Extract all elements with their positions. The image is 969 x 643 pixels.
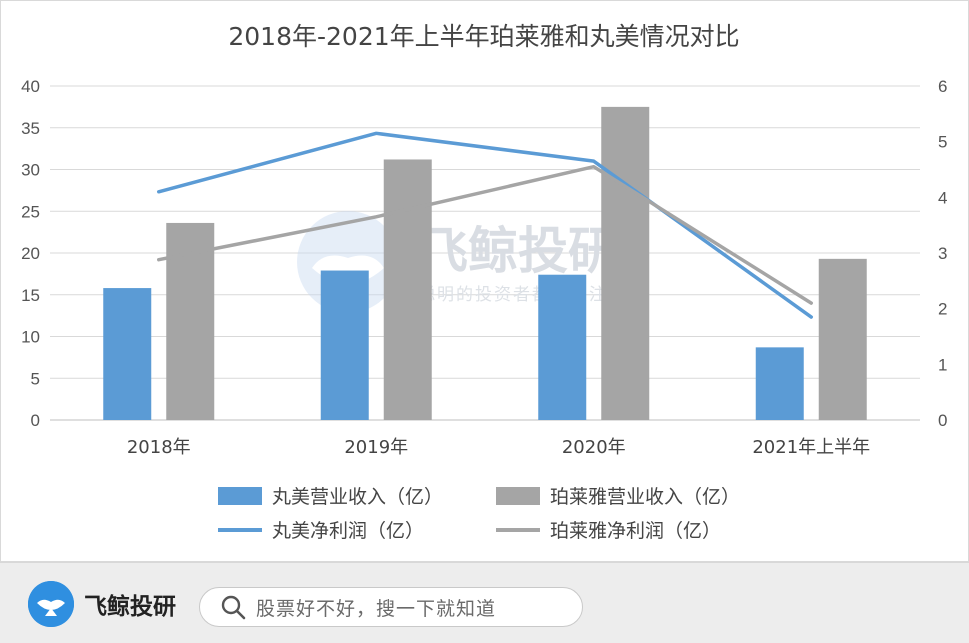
y-right-tick-label: 5	[938, 133, 947, 152]
bar	[538, 274, 587, 420]
y-left-tick-label: 25	[21, 202, 40, 221]
legend-label: 珀莱雅营业收入（亿）	[550, 486, 740, 508]
y-left-tick-label: 15	[21, 286, 40, 305]
y-left-tick-label: 35	[21, 119, 40, 138]
y-right-tick-label: 0	[938, 411, 947, 430]
search-placeholder: 股票好不好，搜一下就知道	[256, 597, 497, 620]
x-tick-label: 2020年	[562, 437, 626, 458]
bar	[103, 288, 152, 420]
y-left-tick-label: 5	[31, 369, 40, 388]
watermark-title: 飞鲸投研	[418, 222, 618, 280]
chart: 2018年-2021年上半年珀莱雅和丸美情况对比 飞鲸投研 聪明的投资者都在关注…	[0, 0, 969, 562]
x-tick-label: 2019年	[344, 437, 408, 458]
y-right-tick-label: 6	[938, 77, 947, 96]
x-axis: 2018年 2019年 2020年 2021年上半年	[127, 437, 870, 458]
y-right-tick-label: 3	[938, 244, 947, 263]
y-left-tick-label: 20	[21, 244, 40, 263]
bar	[383, 159, 432, 421]
legend-swatch	[496, 487, 540, 505]
search-box[interactable]: 股票好不好，搜一下就知道	[199, 587, 583, 627]
series-line	[157, 164, 813, 305]
brand[interactable]: 飞鲸投研	[28, 581, 176, 627]
y-right-tick-label: 4	[938, 188, 947, 207]
y-left-tick-label: 0	[31, 411, 40, 430]
legend-label: 丸美净利润（亿）	[272, 520, 424, 542]
bar	[755, 347, 804, 420]
chart-title: 2018年-2021年上半年珀莱雅和丸美情况对比	[228, 22, 739, 51]
x-tick-label: 2021年上半年	[752, 437, 870, 458]
y-right-tick-label: 2	[938, 300, 947, 319]
y-left-tick-label: 30	[21, 161, 40, 180]
legend: 丸美营业收入（亿） 珀莱雅营业收入（亿） 丸美净利润（亿） 珀莱雅净利润（亿）	[218, 486, 740, 542]
brand-name: 飞鲸投研	[84, 594, 176, 620]
y-left-tick-label: 10	[21, 328, 40, 347]
legend-label: 丸美营业收入（亿）	[272, 486, 443, 508]
chart-frame	[0, 0, 969, 562]
search-icon	[221, 595, 246, 620]
legend-swatch	[218, 487, 262, 505]
y-left-tick-label: 40	[21, 77, 40, 96]
y-right-tick-label: 1	[938, 355, 947, 374]
line-series	[157, 131, 813, 319]
legend-label: 珀莱雅净利润（亿）	[550, 520, 721, 542]
whale-logo-icon	[28, 581, 74, 627]
bar	[320, 270, 369, 420]
y-axis-left: 0 5 10 15 20 25 30 35 40	[21, 77, 40, 430]
bar	[601, 106, 650, 420]
bar	[818, 258, 867, 420]
x-tick-label: 2018年	[127, 437, 191, 458]
y-axis-right: 0 1 2 3 4 5 6	[938, 77, 947, 430]
bar-series	[103, 106, 867, 421]
series-line	[157, 131, 813, 319]
footer-bar: 飞鲸投研 股票好不好，搜一下就知道	[0, 562, 969, 643]
